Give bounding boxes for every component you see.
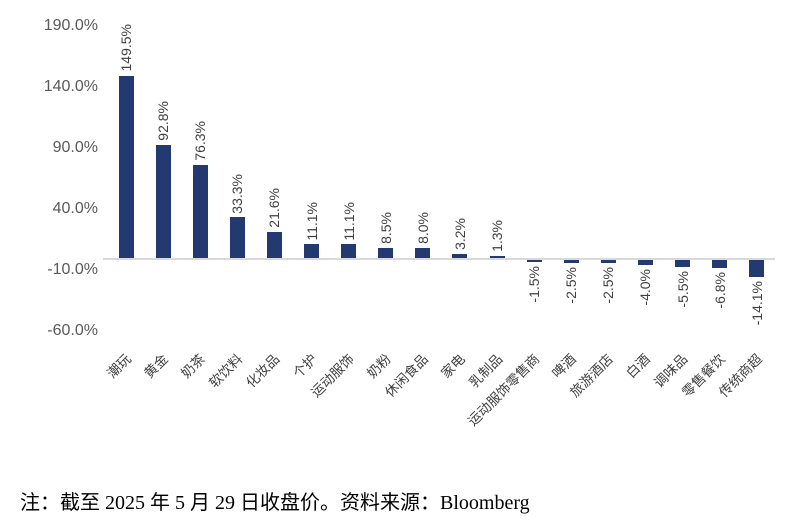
bar-运动服饰零售商 [526, 260, 542, 262]
bar-value-label: -4.0% [637, 268, 654, 306]
bar-value-label: -5.5% [674, 270, 691, 308]
bar-value-label: 76.3% [192, 121, 209, 161]
category-label: 软饮料 [206, 351, 246, 391]
bar-啤酒 [563, 260, 579, 264]
category-label: 化妆品 [243, 351, 283, 391]
bar-value-label: 11.1% [340, 201, 357, 241]
category-label: 奶粉 [363, 351, 394, 382]
category-label: 黄金 [141, 351, 172, 382]
bar-value-label: -2.5% [600, 267, 617, 304]
bar-黄金 [155, 144, 171, 258]
bar-value-label: 3.2% [451, 218, 468, 251]
bar-个护 [304, 244, 319, 258]
bar-奶茶 [192, 164, 208, 258]
bar-value-label: 33.3% [229, 173, 246, 214]
y-axis-tick-label: 140.0% [43, 78, 98, 96]
category-label: 潮玩 [104, 351, 134, 382]
bar-value-label: 11.1% [303, 201, 320, 241]
category-label: 家电 [438, 351, 468, 382]
bar-value-label: -2.5% [563, 267, 580, 304]
bar-value-label: 92.8% [155, 101, 172, 141]
y-axis-tick-label: 90.0% [52, 139, 98, 157]
bar-休闲食品 [415, 248, 431, 258]
y-axis-tick-label: 190.0% [43, 17, 98, 35]
category-label: 啤酒 [549, 351, 580, 382]
bar-运动服饰 [341, 244, 357, 258]
bar-旅游酒店 [600, 260, 616, 264]
bar-value-label: 149.5% [118, 24, 134, 72]
category-label: 个护 [289, 351, 320, 382]
category-label: 奶茶 [178, 351, 209, 382]
y-axis-tick-label: -10.0% [47, 261, 98, 279]
bar-家电 [452, 254, 468, 258]
bar-零售餐饮 [712, 260, 728, 269]
bar-白酒 [637, 260, 653, 265]
bar-value-label: 8.5% [377, 211, 394, 244]
y-axis-tick-label: 40.0% [52, 200, 98, 218]
bar-value-label: -1.5% [526, 265, 543, 303]
bar-潮玩 [118, 75, 134, 258]
bar-value-label: -14.1% [748, 281, 765, 326]
bar-value-label: -6.8% [711, 272, 728, 309]
bar-乳制品 [489, 256, 505, 258]
bar-化妆品 [266, 231, 282, 258]
bar-软饮料 [229, 217, 245, 258]
bar-奶粉 [378, 247, 394, 258]
bar-传统商超 [749, 260, 765, 278]
bar-调味品 [675, 260, 690, 267]
x-axis-baseline [103, 258, 775, 260]
category-label: 白酒 [623, 351, 654, 382]
footnote: 注：截至 2025 年 5 月 29 日收盘价。资料来源：Bloomberg [20, 492, 530, 514]
bar-value-label: 8.0% [414, 212, 431, 245]
bar-value-label: 21.6% [266, 187, 283, 228]
bar-value-label: 1.3% [489, 220, 505, 253]
y-axis-tick-label: -60.0% [47, 322, 98, 340]
